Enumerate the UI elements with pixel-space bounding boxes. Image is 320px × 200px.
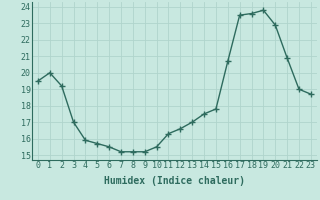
X-axis label: Humidex (Indice chaleur): Humidex (Indice chaleur) [104,176,245,186]
